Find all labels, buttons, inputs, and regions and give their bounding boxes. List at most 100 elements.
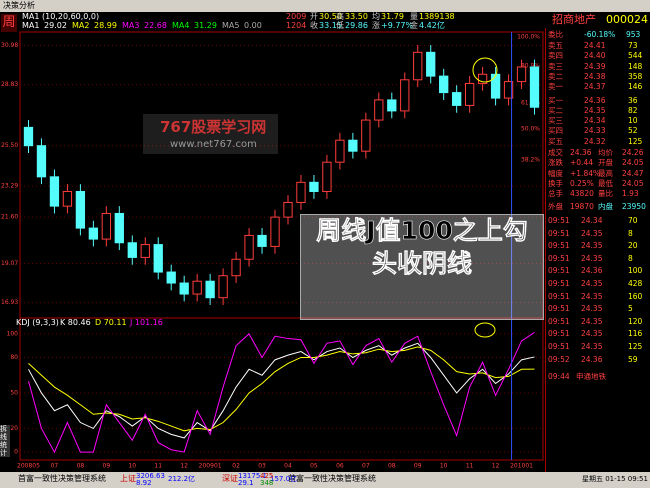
quote-cell: 125 — [628, 342, 643, 351]
candle-body — [477, 73, 488, 84]
quote-cell: 59 — [628, 354, 638, 364]
ma-value: 31.29 — [194, 21, 217, 30]
quote-cell: 24.34 — [581, 216, 603, 225]
candle-body — [516, 66, 527, 83]
candle-body — [231, 258, 241, 277]
quote-cell: 10 — [628, 116, 638, 126]
candle-body — [361, 119, 371, 152]
kdj-line — [28, 332, 535, 454]
quote-cell: 均价 — [598, 148, 613, 157]
y-tick-label: 28.83 — [1, 81, 18, 88]
ma-label: MA1 — [22, 21, 40, 30]
quote-cell: 24.38 — [584, 71, 606, 81]
quote-cell: 卖二 — [548, 71, 563, 81]
quote-cell: 24.47 — [622, 168, 644, 178]
quote-cell: 24.26 — [622, 148, 644, 157]
quote-cell: 70 — [628, 216, 638, 225]
kdj-tick-label: 100 — [7, 330, 19, 337]
candle-body — [218, 275, 228, 299]
annotation-box — [300, 214, 544, 320]
quote-cell: -60.18% — [584, 30, 616, 39]
ma-params: MA1 (10,20,60,0,0) — [22, 12, 100, 21]
quote-cell: 8 — [628, 228, 633, 238]
candle-body — [322, 161, 332, 192]
toolbar-title[interactable]: 决策分析 — [3, 1, 35, 10]
candle-body — [374, 99, 384, 121]
quote-cell: 953 — [626, 30, 641, 39]
index-value: 13175.1 — [238, 472, 267, 480]
quote-cell: 卖四 — [548, 51, 563, 61]
watermark-box — [143, 114, 278, 154]
quote-cell: 8 — [628, 253, 633, 263]
candle-body — [62, 190, 73, 207]
quote-cell: 24.36 — [584, 95, 606, 105]
up-count: 425 — [260, 472, 274, 480]
bar-value: 33.15 — [319, 21, 342, 30]
x-tick-label: 02 — [232, 463, 240, 470]
quote-cell: 544 — [628, 51, 643, 61]
bar-label: 收 — [310, 21, 318, 30]
quote-cell: 19870 — [570, 202, 594, 211]
quote-cell: 52 — [628, 126, 638, 136]
candle-body — [400, 79, 410, 112]
ma-label: MA5 — [222, 21, 240, 30]
y-tick-label: 23.29 — [1, 183, 18, 190]
stock-name: 招商地产 — [552, 13, 596, 26]
kdj-tick-label: 80 — [10, 354, 18, 361]
quote-cell: 24.05 — [622, 158, 644, 168]
bar-label: 均 — [372, 12, 380, 21]
highlight — [472, 57, 498, 83]
x-tick-label: 11 — [466, 463, 474, 470]
quote-cell: 量比 — [598, 189, 613, 199]
quote-cell: 09:44 — [548, 372, 570, 381]
candle-body — [153, 244, 163, 273]
quote-cell: 36 — [628, 95, 638, 105]
ma-value: 0.00 — [244, 21, 262, 30]
quote-cell: 外盘 — [548, 202, 563, 211]
quote-cell: 82 — [628, 105, 638, 115]
candle-body — [529, 66, 540, 108]
period-tab[interactable]: 周 — [1, 14, 17, 32]
quote-cell: 5 — [628, 304, 633, 314]
candle-body — [387, 99, 397, 112]
quote-cell: 09:51 — [548, 329, 570, 339]
bar-label: 金 — [410, 21, 418, 30]
index-value: 3206.63 — [136, 472, 165, 480]
quote-panel: 委比 -60.18% 953 卖五 24.41 73 卖四 24.40 544 卖三 24.39 14… — [545, 28, 650, 472]
x-tick-label: 07 — [51, 463, 59, 470]
quote-cell: 开盘 — [598, 158, 613, 168]
candle-body — [348, 139, 358, 152]
x-tick-label: 08 — [77, 463, 85, 470]
quote-cell: 23950 — [622, 202, 646, 211]
bar-label: 高 — [336, 12, 344, 21]
quote-cell: 160 — [628, 291, 643, 301]
quote-cell: 09:51 — [548, 291, 570, 301]
ma-value: 29.02 — [44, 21, 67, 30]
quote-cell: 24.35 — [584, 105, 606, 115]
x-tick-label: 09 — [414, 463, 422, 470]
stock-code: 000024 — [606, 13, 648, 26]
quote-cell: 成交 — [548, 148, 563, 157]
quote-cell: 换手 — [548, 178, 563, 188]
quote-cell: 09:51 — [548, 216, 570, 225]
candle-body — [439, 75, 449, 94]
quote-cell: 148 — [628, 61, 643, 71]
fib-level: 38.2% — [521, 157, 540, 164]
x-tick-label: 12 — [180, 463, 188, 470]
candle-body — [296, 181, 306, 203]
x-tick-label: 10 — [128, 463, 136, 470]
x-tick-label: 09 — [103, 463, 111, 470]
fib-level: 50.0% — [521, 126, 540, 133]
bar-value: 29.86 — [345, 21, 368, 30]
x-tick-label: 11 — [154, 463, 162, 470]
quote-cell: 1.93 — [622, 189, 639, 199]
quote-cell: 卖一 — [548, 82, 563, 92]
quote-cell: 0.25% — [570, 178, 594, 188]
candle-body — [166, 271, 176, 284]
candle-body — [270, 216, 280, 247]
status-system: 首富一致性决策管理系统 — [288, 474, 376, 483]
quote-cell: 09:51 — [548, 304, 570, 314]
bar-label: 开 — [310, 12, 318, 21]
side-tab[interactable]: 拆线统计 — [0, 425, 10, 457]
candle-body — [452, 92, 462, 106]
